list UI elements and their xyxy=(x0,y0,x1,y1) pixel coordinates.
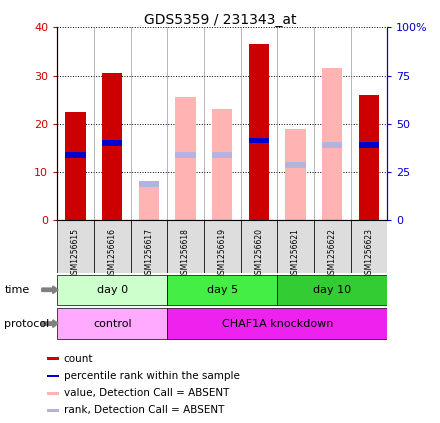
Bar xyxy=(57,275,167,305)
Bar xyxy=(212,152,232,158)
Bar xyxy=(66,112,86,220)
Bar xyxy=(57,308,167,339)
Bar xyxy=(359,143,379,148)
Bar xyxy=(176,152,196,158)
Text: value, Detection Call = ABSENT: value, Detection Call = ABSENT xyxy=(63,388,229,398)
Bar xyxy=(66,152,86,158)
Bar xyxy=(167,275,277,305)
Text: day 10: day 10 xyxy=(313,285,351,295)
Text: GSM1256620: GSM1256620 xyxy=(254,228,264,279)
Bar xyxy=(167,220,204,273)
Bar xyxy=(48,375,59,377)
Text: GSM1256623: GSM1256623 xyxy=(364,228,374,279)
Text: GSM1256619: GSM1256619 xyxy=(218,228,227,279)
Bar xyxy=(48,392,59,395)
Bar xyxy=(139,181,159,220)
Bar xyxy=(277,275,387,305)
Bar xyxy=(351,220,387,273)
Bar xyxy=(314,220,351,273)
Bar xyxy=(249,44,269,220)
Bar xyxy=(48,357,59,360)
Bar xyxy=(322,69,342,220)
Text: day 5: day 5 xyxy=(207,285,238,295)
Text: GSM1256622: GSM1256622 xyxy=(328,228,337,279)
Bar xyxy=(212,109,232,220)
Text: time: time xyxy=(4,285,29,295)
Bar xyxy=(102,73,122,220)
Text: CHAF1A knockdown: CHAF1A knockdown xyxy=(221,319,333,329)
Bar xyxy=(322,143,342,148)
Bar xyxy=(167,308,387,339)
Text: protocol: protocol xyxy=(4,319,50,329)
Bar xyxy=(359,95,379,220)
Text: day 0: day 0 xyxy=(97,285,128,295)
Text: GSM1256618: GSM1256618 xyxy=(181,228,190,279)
Text: GDS5359 / 231343_at: GDS5359 / 231343_at xyxy=(144,13,296,27)
Text: GSM1256615: GSM1256615 xyxy=(71,228,80,279)
Bar xyxy=(48,409,59,412)
Bar xyxy=(139,181,159,187)
Bar xyxy=(249,137,269,143)
Text: GSM1256621: GSM1256621 xyxy=(291,228,300,279)
Bar xyxy=(241,220,277,273)
Bar xyxy=(102,140,122,146)
Text: rank, Detection Call = ABSENT: rank, Detection Call = ABSENT xyxy=(63,406,224,415)
Bar xyxy=(57,220,94,273)
Bar xyxy=(286,162,306,168)
Text: percentile rank within the sample: percentile rank within the sample xyxy=(63,371,239,381)
Bar xyxy=(131,220,167,273)
Bar xyxy=(94,220,131,273)
Bar xyxy=(176,97,196,220)
Bar xyxy=(277,220,314,273)
Text: control: control xyxy=(93,319,132,329)
Bar xyxy=(204,220,241,273)
Text: count: count xyxy=(63,354,93,364)
Text: GSM1256617: GSM1256617 xyxy=(144,228,154,279)
Bar xyxy=(286,129,306,220)
Text: GSM1256616: GSM1256616 xyxy=(108,228,117,279)
